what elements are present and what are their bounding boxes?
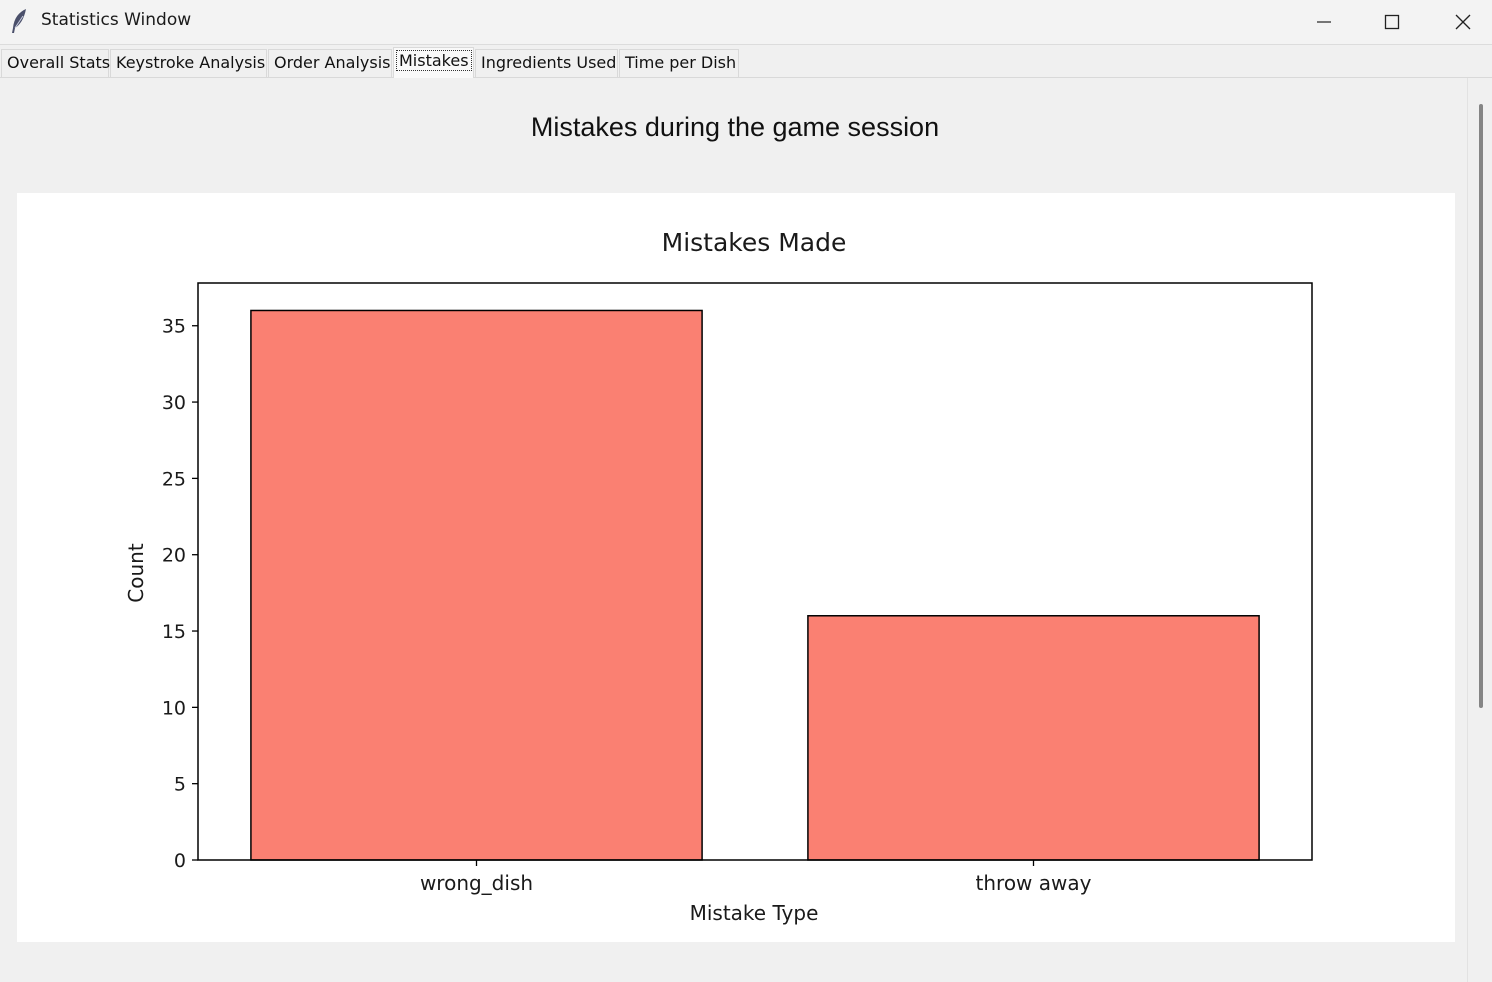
- tab-ingredients-used[interactable]: Ingredients Used: [475, 49, 618, 77]
- tab-overall-stats[interactable]: Overall Stats: [1, 49, 111, 77]
- tab-label: Keystroke Analysis: [116, 53, 266, 72]
- title-bar[interactable]: Statistics Window: [0, 0, 1492, 45]
- tab-mistakes[interactable]: Mistakes: [393, 47, 474, 78]
- tab-label: Order Analysis: [274, 53, 391, 72]
- tab-label: Overall Stats: [7, 53, 111, 72]
- y-axis-label: Count: [124, 543, 148, 603]
- page-heading: Mistakes during the game session: [530, 112, 940, 142]
- tab-keystroke-analysis[interactable]: Keystroke Analysis: [110, 49, 267, 77]
- y-tick-label: 35: [162, 316, 186, 338]
- maximize-icon: [1384, 14, 1400, 30]
- x-tick-label: throw away: [976, 871, 1092, 895]
- y-tick-label: 10: [162, 697, 186, 719]
- y-tick-label: 20: [162, 545, 186, 567]
- minimize-button[interactable]: [1293, 0, 1353, 44]
- plot-frame: [197, 282, 1313, 861]
- tab-time-per-dish[interactable]: Time per Dish: [619, 49, 739, 77]
- chart-panel: Mistakes Made Mistake Type Count wrong_d…: [17, 193, 1455, 942]
- window-title: Statistics Window: [41, 10, 192, 30]
- vertical-scrollbar[interactable]: [1467, 78, 1492, 982]
- mistakes-bar-chart: Mistakes Made Mistake Type Count wrong_d…: [124, 228, 1313, 925]
- feather-icon: [10, 8, 30, 34]
- y-tick-label: 25: [162, 468, 186, 490]
- bar-wrong-dish: [250, 309, 703, 861]
- y-tick-label: 0: [174, 850, 186, 872]
- tab-label: Time per Dish: [625, 53, 737, 72]
- x-tick-label: wrong_dish: [420, 871, 533, 895]
- tab-bar: Overall Stats Keystroke Analysis Order A…: [0, 45, 1492, 78]
- y-tick-label: 15: [162, 621, 186, 643]
- y-tick-label: 5: [174, 774, 186, 796]
- maximize-button[interactable]: [1361, 0, 1421, 44]
- scrollbar-thumb[interactable]: [1479, 104, 1483, 708]
- minimize-icon: [1317, 21, 1331, 23]
- tab-order-analysis[interactable]: Order Analysis: [268, 49, 392, 77]
- close-icon: [1455, 14, 1471, 30]
- tab-label: Mistakes: [396, 50, 472, 71]
- x-axis-label: Mistake Type: [690, 901, 819, 925]
- close-button[interactable]: [1432, 0, 1492, 44]
- bar-throw-away: [807, 615, 1260, 861]
- tab-label: Ingredients Used: [481, 53, 617, 72]
- y-tick-label: 30: [162, 392, 186, 414]
- chart-title: Mistakes Made: [662, 228, 847, 257]
